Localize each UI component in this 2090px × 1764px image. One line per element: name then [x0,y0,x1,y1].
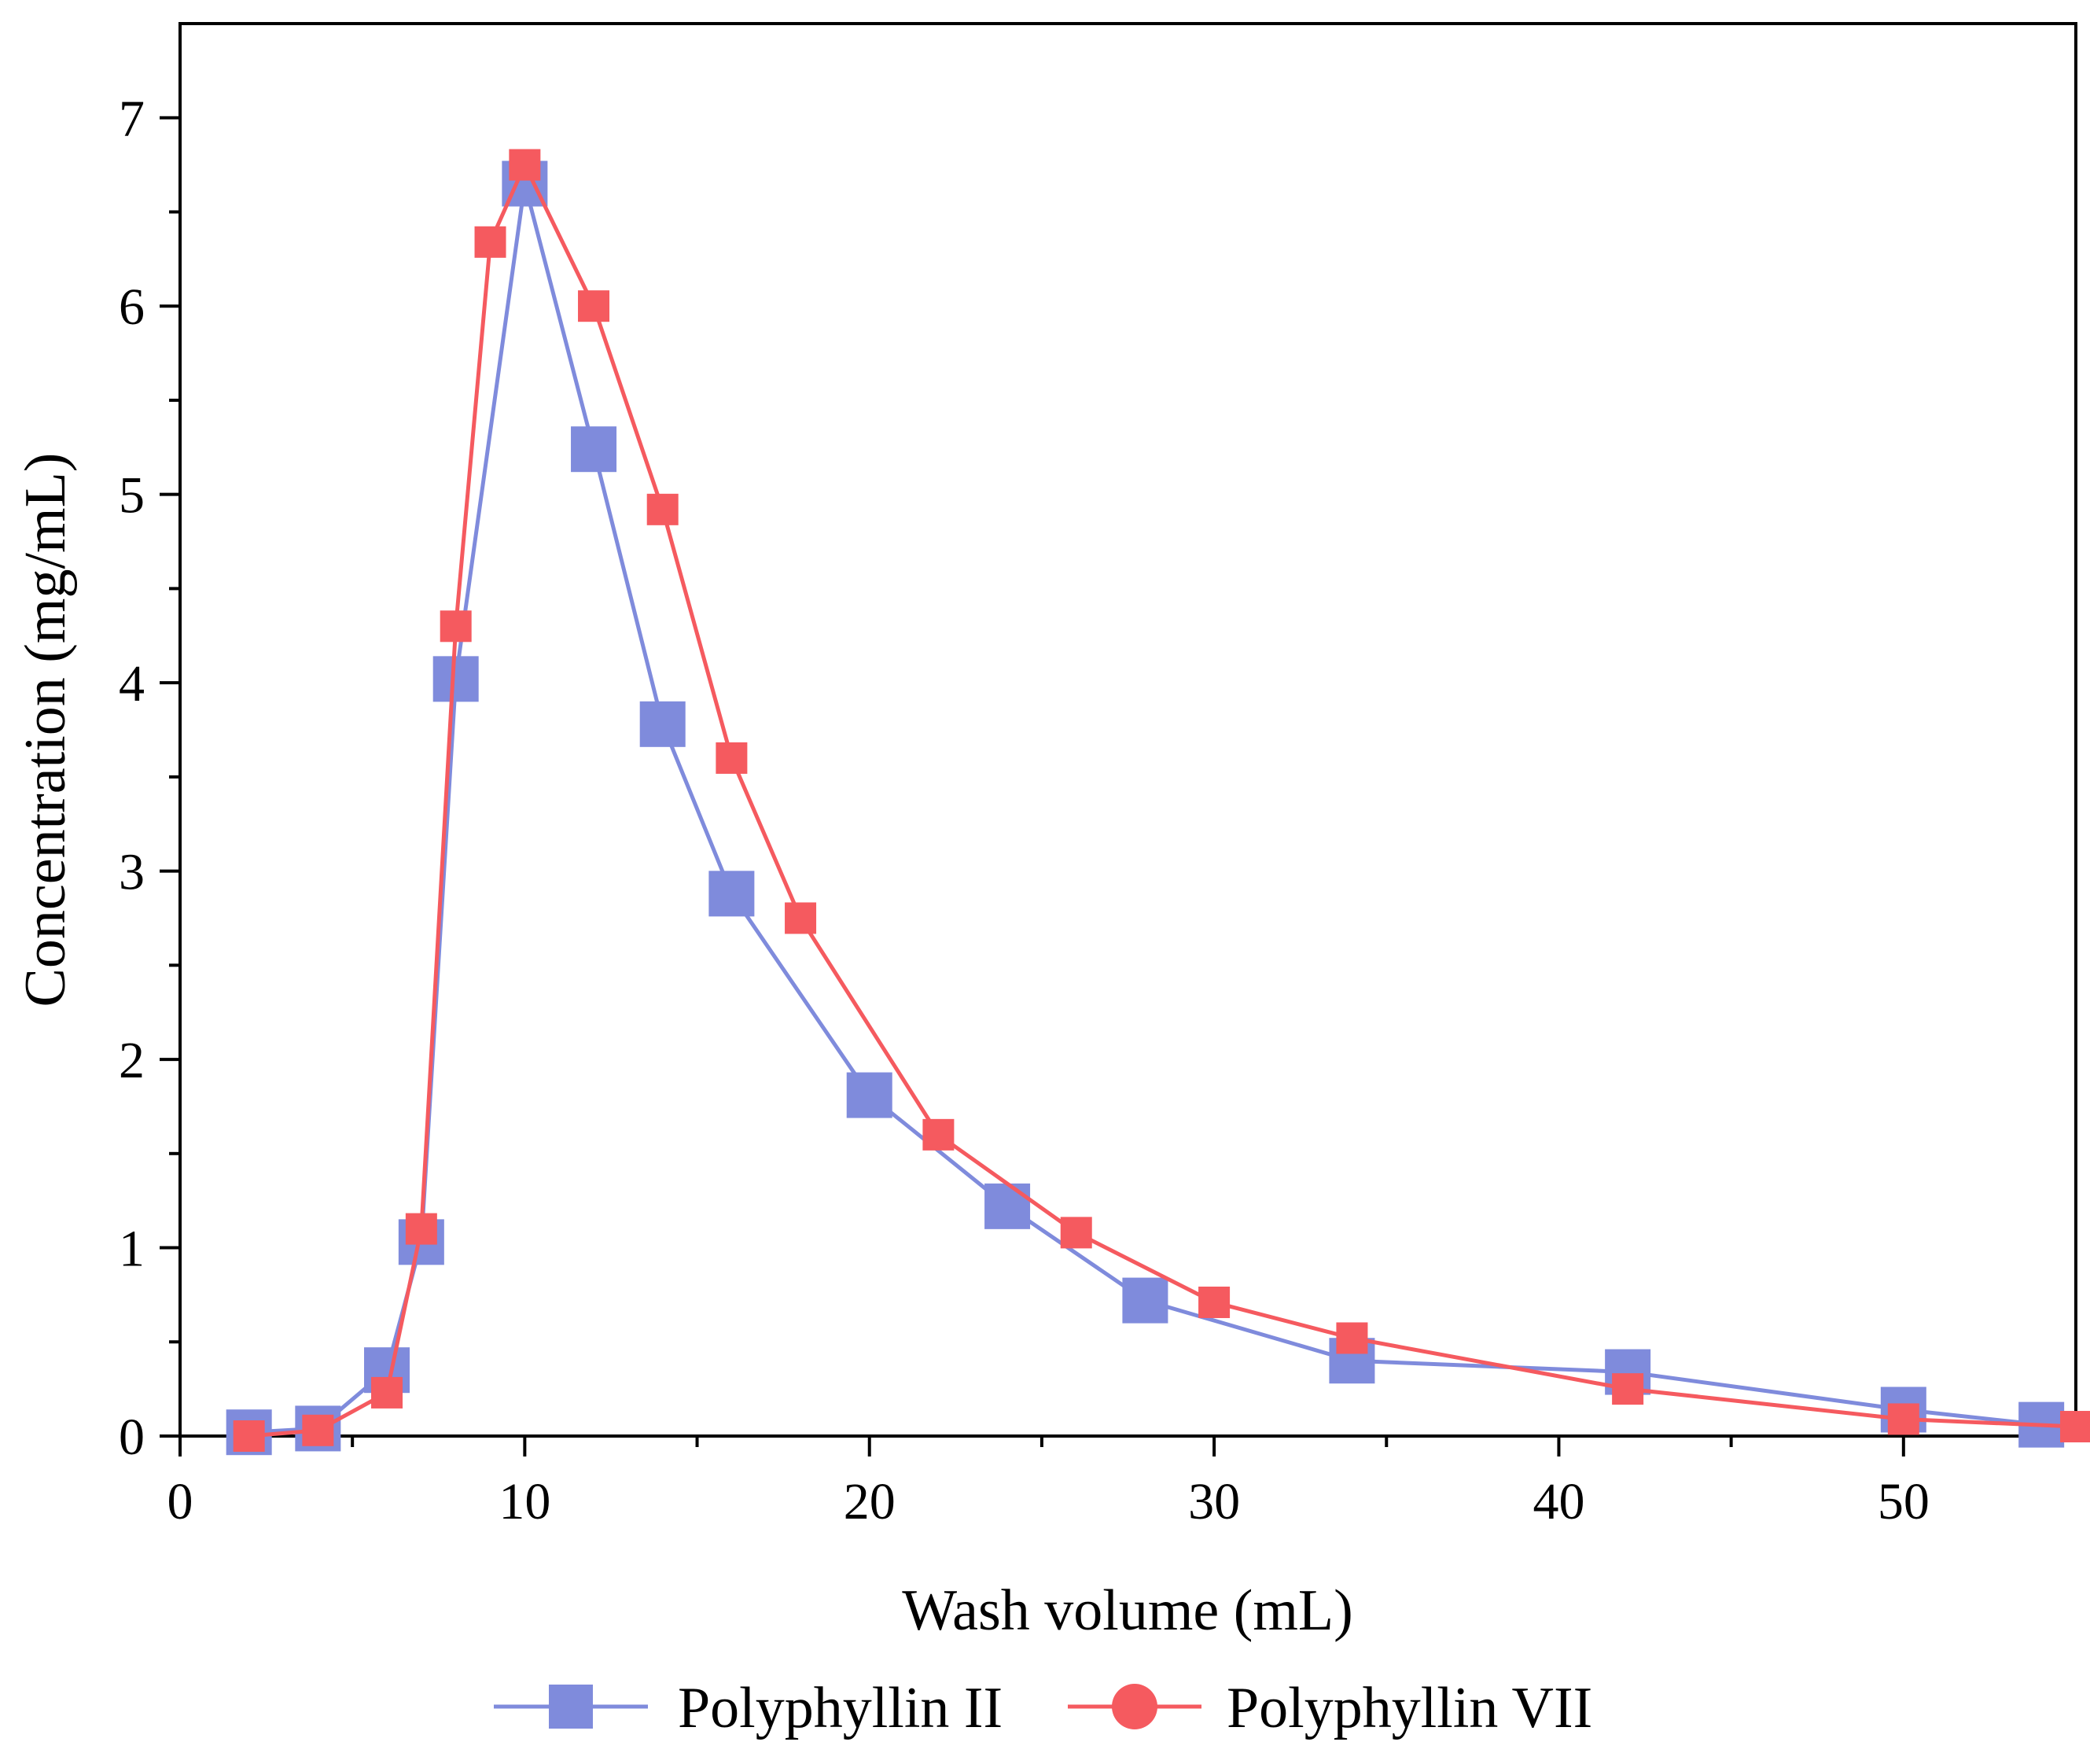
data-point-polyphyllin-vii-9 [716,742,748,774]
data-point-polyphyllin-vii-8 [646,493,679,525]
x-tick-label-0: 0 [167,1473,193,1530]
data-point-polyphyllin-vii-5 [474,226,506,258]
data-point-polyphyllin-vii-13 [1198,1286,1231,1318]
plot-frame [178,22,2077,1438]
series-line-polyphyllin-vii [248,163,2077,1438]
x-axis-title: Wash volume (mL) [902,1578,1353,1643]
data-point-polyphyllin-ii-9 [846,1072,892,1118]
y-tick-label-2: 2 [119,1032,145,1089]
y-tick-label-1: 1 [119,1221,145,1278]
y-tick-label-0: 0 [119,1409,145,1466]
data-point-polyphyllin-vii-12 [1060,1217,1092,1249]
data-point-polyphyllin-ii-4 [432,656,479,702]
data-point-polyphyllin-ii-10 [984,1183,1031,1229]
data-point-polyphyllin-ii-8 [708,871,755,917]
data-point-polyphyllin-vii-16 [1887,1403,1919,1435]
series-polyphyllin-ii [226,160,2065,1456]
data-point-polyphyllin-vii-0 [233,1420,265,1452]
y-axis-title: Concentration (mg/mL) [13,453,78,1007]
x-tick-label-30: 30 [1188,1473,1240,1530]
data-point-polyphyllin-vii-10 [785,902,817,934]
legend-marker-polyphyllin-vii [1112,1684,1157,1729]
legend: Polyphyllin II Polyphyllin VII [494,1676,1592,1740]
axis-layer: 0 10 20 30 40 50 0 1 2 3 4 5 6 7 [119,90,1930,1530]
x-tick-label-50: 50 [1878,1473,1930,1530]
series-layer [226,149,2090,1456]
series-line-polyphyllin-ii [248,182,2042,1434]
x-tick-label-10: 10 [499,1473,550,1530]
legend-item-polyphyllin-vii: Polyphyllin VII [1068,1676,1592,1740]
data-point-polyphyllin-vii-6 [509,149,541,181]
data-point-polyphyllin-ii-6 [571,426,617,473]
data-point-polyphyllin-ii-7 [639,701,686,747]
data-point-polyphyllin-vii-3 [405,1213,437,1245]
legend-item-polyphyllin-ii: Polyphyllin II [494,1676,1003,1740]
y-tick-label-7: 7 [119,90,145,148]
data-point-polyphyllin-vii-17 [2060,1411,2090,1443]
data-point-polyphyllin-vii-15 [1612,1373,1644,1405]
data-point-polyphyllin-vii-4 [440,610,472,643]
data-point-polyphyllin-vii-11 [922,1118,955,1151]
data-point-polyphyllin-ii-11 [1122,1277,1168,1324]
x-tick-label-20: 20 [844,1473,896,1530]
y-tick-label-5: 5 [119,467,145,525]
legend-label-polyphyllin-ii: Polyphyllin II [678,1676,1003,1740]
data-point-polyphyllin-vii-14 [1336,1322,1368,1354]
y-tick-label-4: 4 [119,655,145,713]
series-polyphyllin-vii [233,149,2090,1452]
x-tick-label-40: 40 [1533,1473,1584,1530]
data-point-polyphyllin-vii-1 [302,1414,334,1446]
data-point-polyphyllin-vii-2 [371,1376,403,1409]
data-point-polyphyllin-vii-7 [578,290,610,322]
legend-marker-polyphyllin-ii [549,1685,593,1729]
legend-label-polyphyllin-vii: Polyphyllin VII [1227,1676,1592,1740]
y-tick-label-6: 6 [119,278,145,336]
y-tick-label-3: 3 [119,844,145,901]
